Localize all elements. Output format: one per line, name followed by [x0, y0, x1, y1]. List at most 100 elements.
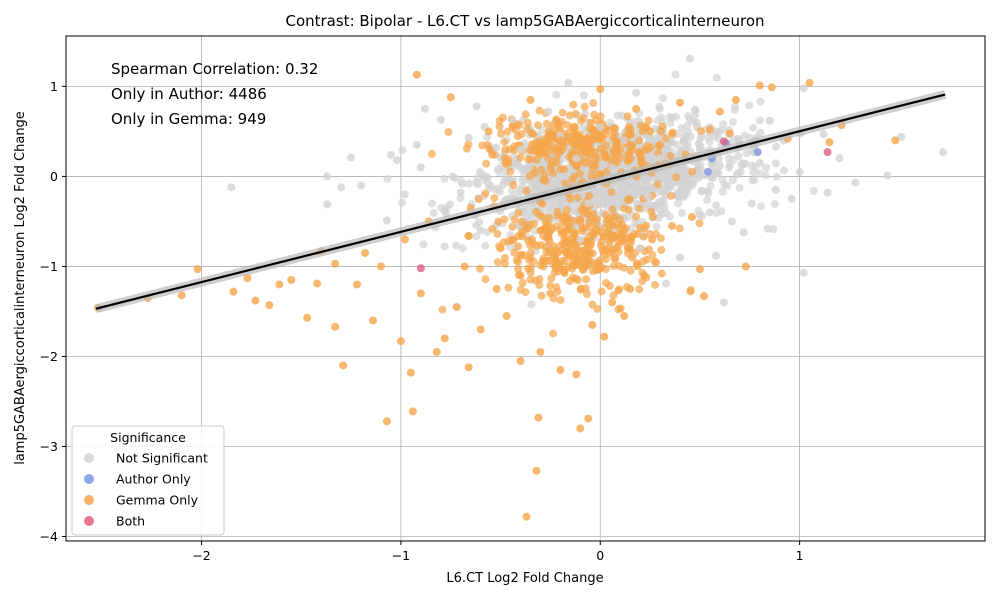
plot-area: [65, 35, 986, 542]
cloud-point-not-significant: [742, 149, 751, 158]
cloud-point-gemma-only: [550, 261, 559, 270]
point-not-significant: [835, 154, 844, 163]
point-gemma-only: [432, 347, 441, 356]
point-gemma-only: [805, 78, 814, 87]
cloud-point-not-significant: [596, 189, 605, 198]
point-gemma-only: [408, 407, 417, 416]
point-not-significant: [823, 188, 832, 197]
cloud-point-gemma-only: [614, 261, 623, 270]
cloud-point-not-significant: [458, 244, 467, 253]
point-not-significant: [719, 298, 728, 307]
cloud-point-gemma-only: [651, 258, 660, 267]
point-gemma-only: [502, 311, 511, 320]
cloud-point-gemma-only: [490, 194, 499, 203]
point-gemma-only: [536, 226, 545, 235]
cloud-point-gemma-only: [517, 217, 526, 226]
cloud-point-gemma-only: [601, 255, 610, 264]
point-gemma-only: [695, 265, 704, 274]
point-gemma-only: [229, 287, 238, 296]
cloud-point-gemma-only: [524, 155, 533, 164]
point-gemma-only: [725, 129, 734, 138]
cloud-point-not-significant: [552, 90, 561, 99]
point-gemma-only: [546, 289, 555, 298]
cloud-point-gemma-only: [509, 181, 518, 190]
cloud-point-not-significant: [697, 187, 706, 196]
point-gemma-only: [687, 212, 696, 221]
cloud-point-gemma-only: [500, 253, 509, 262]
cloud-point-not-significant: [725, 163, 734, 172]
point-gemma-only: [608, 298, 617, 307]
point-not-significant: [656, 154, 665, 163]
point-not-significant: [819, 130, 828, 139]
point-gemma-only: [600, 332, 609, 341]
cloud-point-gemma-only: [520, 251, 529, 260]
cloud-point-not-significant: [704, 189, 713, 198]
cloud-point-not-significant: [745, 101, 754, 110]
point-gemma-only: [243, 274, 252, 283]
cloud-point-gemma-only: [547, 274, 556, 283]
point-gemma-only: [353, 280, 362, 289]
cloud-point-gemma-only: [624, 156, 633, 165]
point-gemma-only: [620, 311, 629, 320]
point-gemma-only: [616, 145, 625, 154]
cloud-point-gemma-only: [591, 152, 600, 161]
point-not-significant: [440, 206, 449, 215]
cloud-point-not-significant: [579, 123, 588, 132]
cloud-point-gemma-only: [438, 305, 447, 314]
cloud-point-gemma-only: [514, 208, 523, 217]
point-gemma-only: [382, 417, 391, 426]
point-gemma-only: [715, 107, 724, 116]
cloud-point-gemma-only: [581, 251, 590, 260]
cloud-point-not-significant: [383, 174, 392, 183]
point-gemma-only: [265, 301, 274, 310]
point-not-significant: [747, 199, 756, 208]
point-not-significant: [763, 224, 772, 233]
point-gemma-only: [576, 424, 585, 433]
point-gemma-only: [331, 322, 340, 331]
cloud-point-gemma-only: [612, 244, 621, 253]
point-not-significant: [632, 88, 641, 97]
point-gemma-only: [522, 512, 531, 521]
cloud-point-not-significant: [730, 106, 739, 115]
point-not-significant: [456, 188, 465, 197]
cloud-point-gemma-only: [558, 218, 567, 227]
point-gemma-only: [648, 235, 657, 244]
point-gemma-only: [741, 262, 750, 271]
cloud-point-gemma-only: [594, 135, 603, 144]
cloud-point-gemma-only: [572, 243, 581, 252]
cloud-point-gemma-only: [475, 264, 484, 273]
cloud-point-gemma-only: [569, 100, 578, 109]
cloud-point-gemma-only: [444, 128, 453, 137]
cloud-point-gemma-only: [545, 237, 554, 246]
point-both: [719, 137, 728, 146]
point-gemma-only: [556, 365, 565, 374]
point-gemma-only: [496, 244, 505, 253]
cloud-point-gemma-only: [657, 246, 666, 255]
cloud-point-gemma-only: [558, 108, 567, 117]
cloud-point-gemma-only: [526, 253, 535, 262]
cloud-point-not-significant: [735, 183, 744, 192]
cloud-point-gemma-only: [510, 248, 519, 257]
point-gemma-only: [484, 127, 493, 136]
cloud-point-gemma-only: [623, 244, 632, 253]
cloud-point-gemma-only: [501, 145, 510, 154]
point-gemma-only: [588, 320, 597, 329]
cloud-point-not-significant: [472, 221, 481, 230]
cloud-point-not-significant: [750, 175, 759, 184]
legend-marker-author-only: [84, 474, 94, 484]
point-not-significant: [347, 153, 356, 162]
cloud-point-gemma-only: [553, 207, 562, 216]
cloud-point-gemma-only: [651, 280, 660, 289]
cloud-point-gemma-only: [619, 204, 628, 213]
cloud-point-gemma-only: [585, 191, 594, 200]
point-both: [823, 148, 832, 157]
point-not-significant: [584, 199, 593, 208]
cloud-point-gemma-only: [573, 193, 582, 202]
cloud-point-gemma-only: [657, 269, 666, 278]
cloud-point-not-significant: [657, 210, 666, 219]
point-gemma-only: [731, 95, 740, 104]
cloud-point-gemma-only: [596, 112, 605, 121]
point-not-significant: [392, 156, 401, 165]
cloud-point-gemma-only: [611, 254, 620, 263]
cloud-point-not-significant: [717, 207, 726, 216]
